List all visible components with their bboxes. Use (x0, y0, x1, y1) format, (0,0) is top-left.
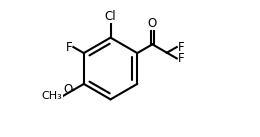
Text: Cl: Cl (105, 10, 116, 23)
Text: F: F (178, 41, 184, 54)
Text: CH₃: CH₃ (41, 91, 62, 101)
Text: F: F (66, 41, 73, 54)
Text: O: O (63, 83, 73, 96)
Text: F: F (178, 52, 184, 65)
Text: O: O (148, 17, 157, 30)
